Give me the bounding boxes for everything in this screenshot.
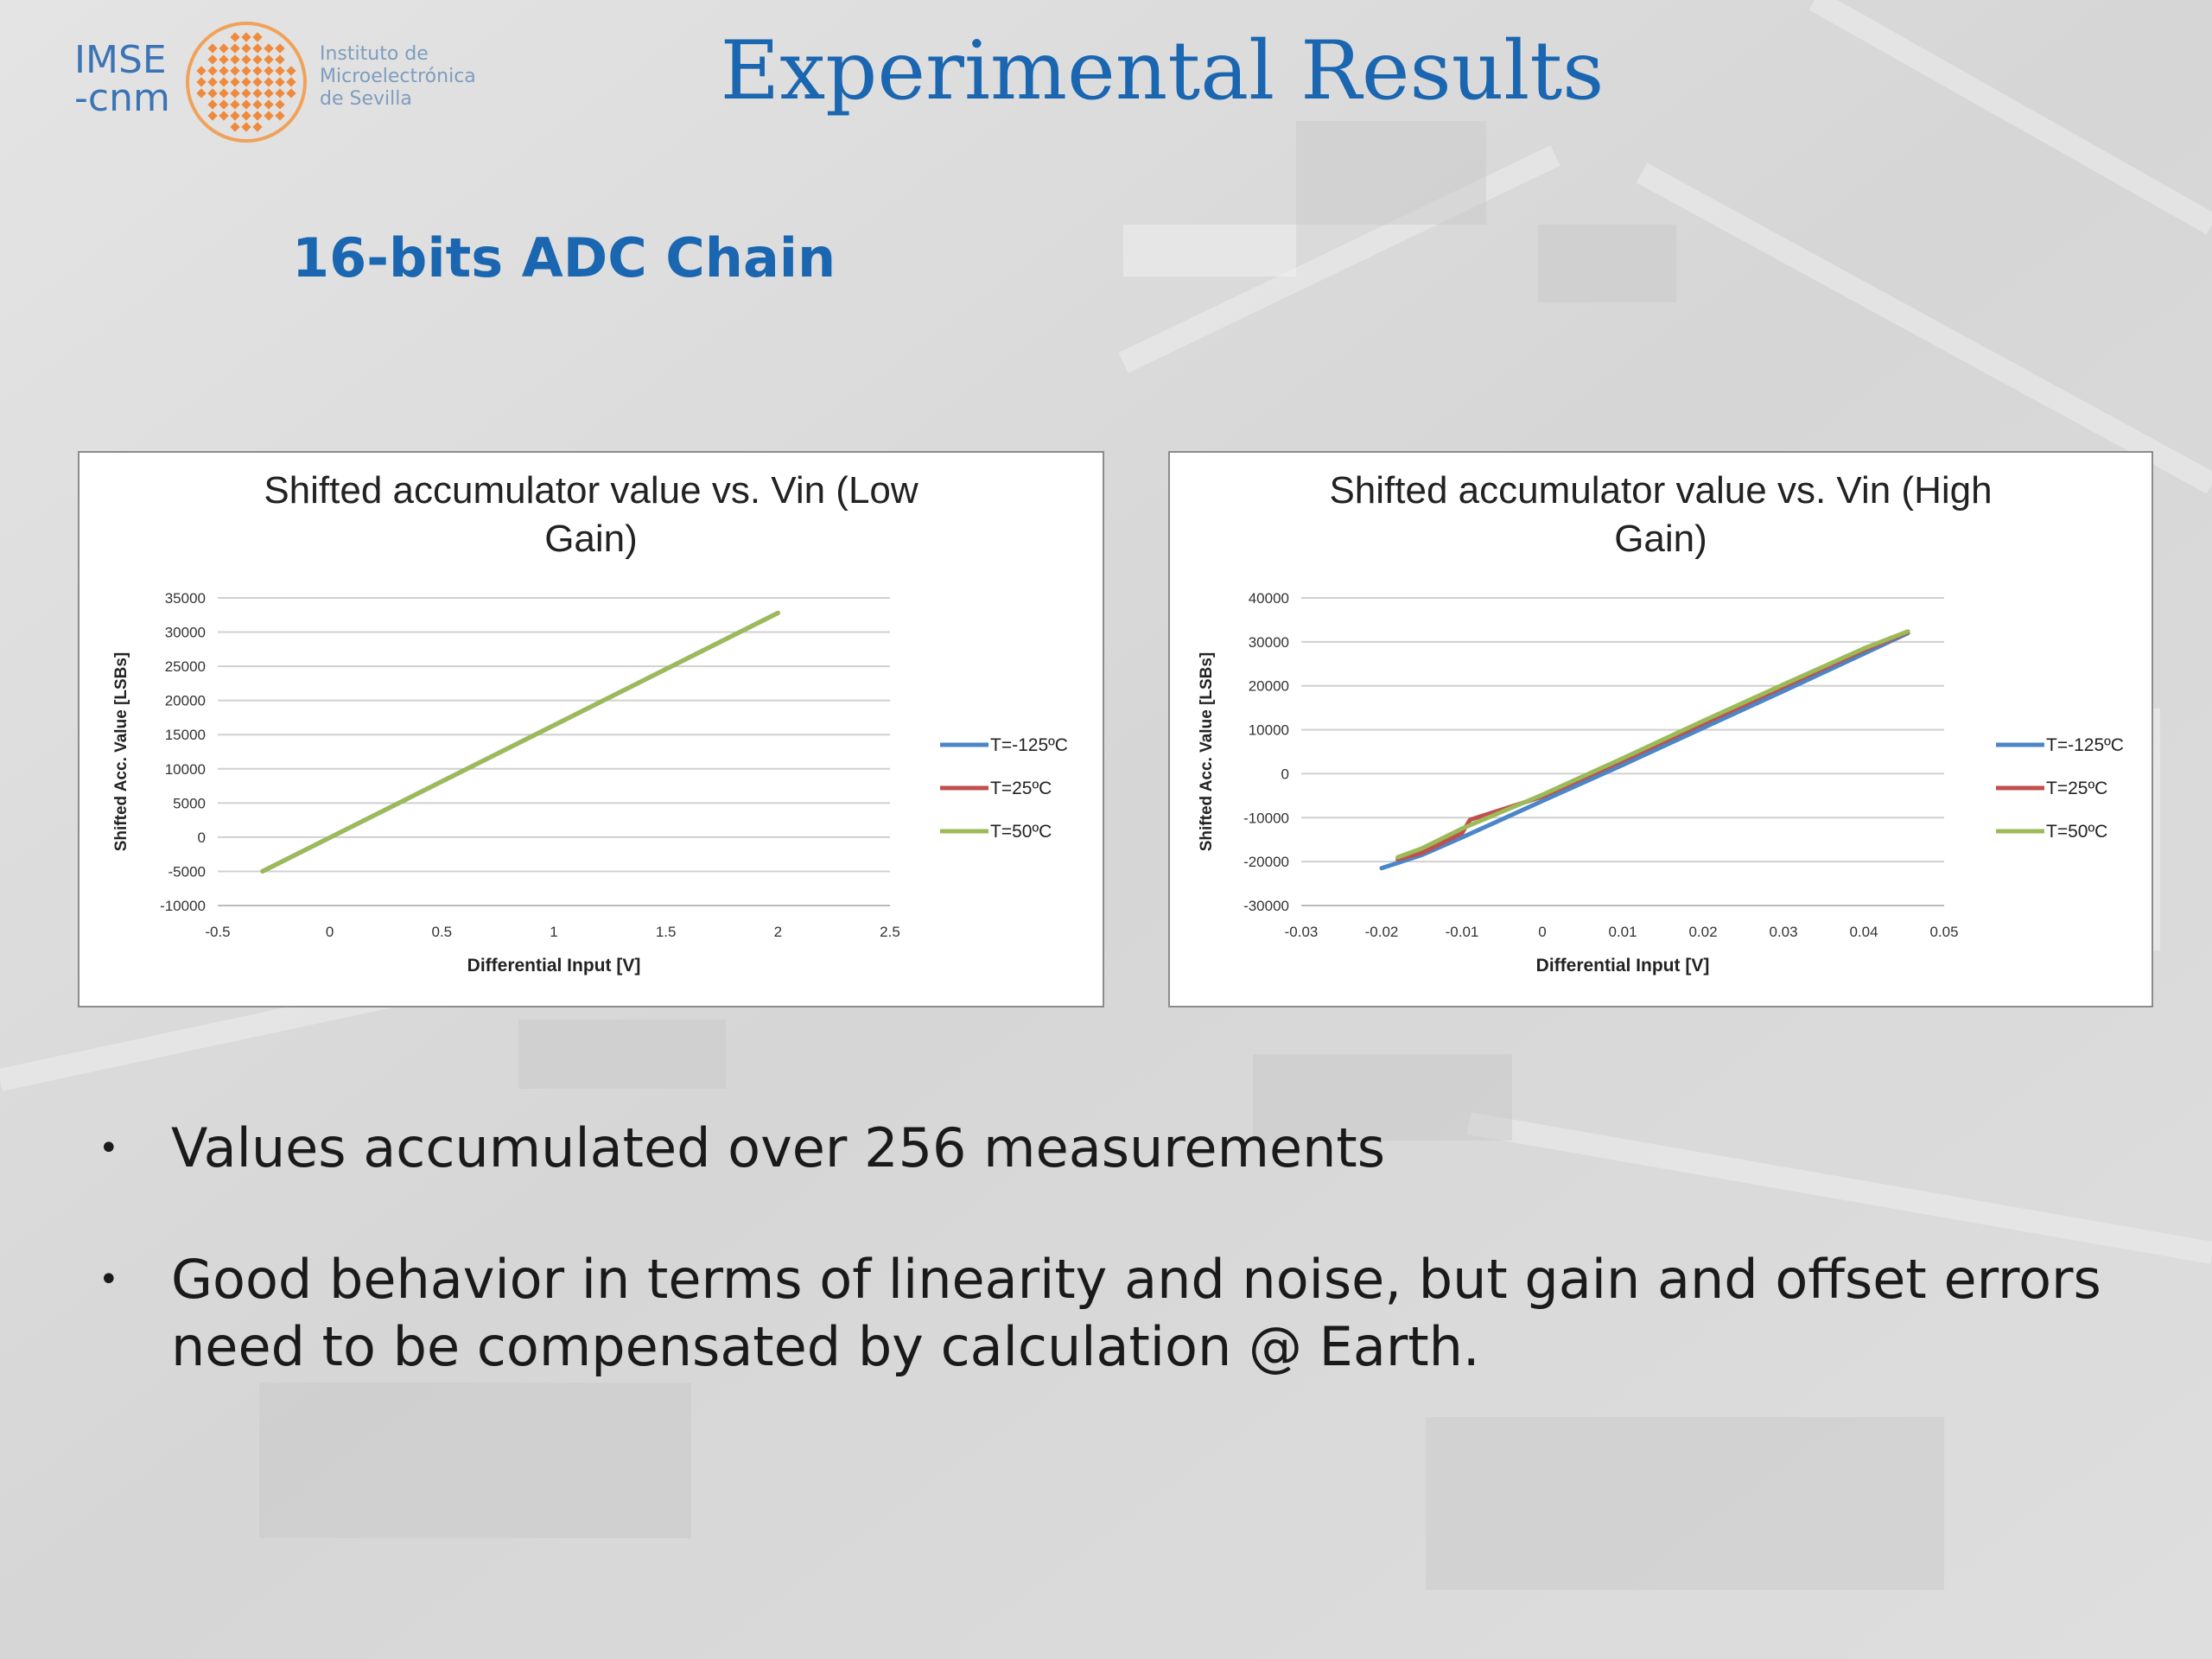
slide-title: Experimental Results [720,24,1605,118]
chart-title-line2: Gain) [544,518,638,560]
bullet-item: • Good behavior in terms of linearity and… [86,1246,2143,1381]
logo-dot-grid-icon [186,22,307,143]
chart-x-tick-label: -0.5 [205,924,230,940]
chart-title-line1: Shifted accumulator value vs. Vin (Low [264,469,918,512]
chart-x-tick-label: 0 [1538,924,1546,940]
chart-x-tick-label: -0.02 [1365,924,1399,940]
chart-y-tick-label: -10000 [160,898,206,914]
bullet-dot-icon: • [99,1128,119,1168]
chart-x-tick-label: 0.04 [1849,924,1878,940]
chart-x-tick-label: 0.05 [1929,924,1958,940]
chart-y-tick-label: 10000 [1249,722,1289,739]
chart-x-tick-label: 0.01 [1608,924,1637,940]
chart-x-tick-label: 0 [326,924,334,940]
chart-y-tick-label: 25000 [165,658,206,675]
chart-x-tick-label: 0.5 [432,924,453,940]
logo-abbr-line2: -cnm [74,76,170,120]
chart-y-axis-title: Shifted Acc. Value [LSBs] [1198,652,1216,852]
chart-legend-label: T=25ºC [990,779,1052,798]
chart-x-tick-label: -0.01 [1446,924,1479,940]
logo-institute-name: Instituto de Microelectrónica de Sevilla [320,43,476,111]
chart-low-gain-svg: Shifted accumulator value vs. Vin (Low Ga… [112,469,1068,976]
chart-y-tick-label: 20000 [1249,678,1289,695]
logo-abbreviation: IMSE -cnm [74,41,170,118]
imse-cnm-logo: IMSE -cnm Instituto de Microelectrónica … [74,17,489,147]
chart-high-gain: Shifted accumulator value vs. Vin (High G… [1168,451,2153,1007]
chart-legend-label: T=50ºC [990,822,1052,842]
chart-x-axis-title: Differential Input [V] [467,956,641,976]
bullet-item: • Values accumulated over 256 measurement… [86,1115,2143,1182]
chart-series-line [260,610,780,874]
chart-y-tick-label: 5000 [173,795,206,811]
chart-y-tick-label: -5000 [168,863,206,880]
chart-x-tick-label: 0.02 [1688,924,1717,940]
chart-legend-label: T=25ºC [2046,779,2107,798]
chart-y-tick-label: 0 [1281,766,1289,782]
chart-title-line1: Shifted accumulator value vs. Vin (High [1329,469,1992,512]
chart-legend-label: T=50ºC [2046,822,2107,842]
chart-y-tick-label: -10000 [1243,810,1289,826]
chart-y-tick-label: -20000 [1243,854,1289,870]
chart-y-tick-label: 30000 [1249,634,1289,651]
chart-y-tick-label: 40000 [1249,590,1289,607]
chart-x-tick-label: 2.5 [880,924,900,940]
chart-x-tick-label: -0.03 [1285,924,1319,940]
chart-low-gain: Shifted accumulator value vs. Vin (Low Ga… [78,451,1104,1007]
chart-y-tick-label: 20000 [165,693,206,709]
chart-y-tick-label: -30000 [1243,898,1289,914]
chart-y-tick-label: 10000 [165,761,206,778]
logo-name-line1: Instituto de [320,43,429,65]
chart-x-tick-label: 1.5 [656,924,677,940]
chart-y-tick-label: 15000 [165,727,206,743]
chart-y-tick-label: 0 [198,830,206,846]
logo-abbr-line1: IMSE [74,38,167,82]
bullet-dot-icon: • [99,1260,119,1300]
bullet-list: • Values accumulated over 256 measurement… [86,1115,2143,1445]
chart-y-axis-title: Shifted Acc. Value [LSBs] [112,652,130,852]
chart-y-tick-label: 30000 [165,625,206,641]
bullet-text: Good behavior in terms of linearity and … [171,1248,2101,1378]
chart-high-gain-svg: Shifted accumulator value vs. Vin (High G… [1198,469,2124,976]
chart-x-tick-label: 0.03 [1769,924,1797,940]
chart-x-tick-label: 1 [550,924,557,940]
logo-name-line2: Microelectrónica [320,66,476,87]
chart-series-line [1395,629,1910,860]
bullet-text: Values accumulated over 256 measurements [171,1116,1386,1179]
chart-y-tick-label: 35000 [165,590,206,607]
chart-x-axis-title: Differential Input [V] [1536,956,1710,976]
chart-legend-label: T=-125ºC [2046,735,2124,755]
chart-series-line [1379,631,1910,871]
logo-name-line3: de Sevilla [320,88,412,110]
slide-subtitle: 16-bits ADC Chain [292,226,836,289]
chart-legend-label: T=-125ºC [990,735,1068,755]
chart-title-line2: Gain) [1614,518,1707,560]
chart-x-tick-label: 2 [774,924,782,940]
